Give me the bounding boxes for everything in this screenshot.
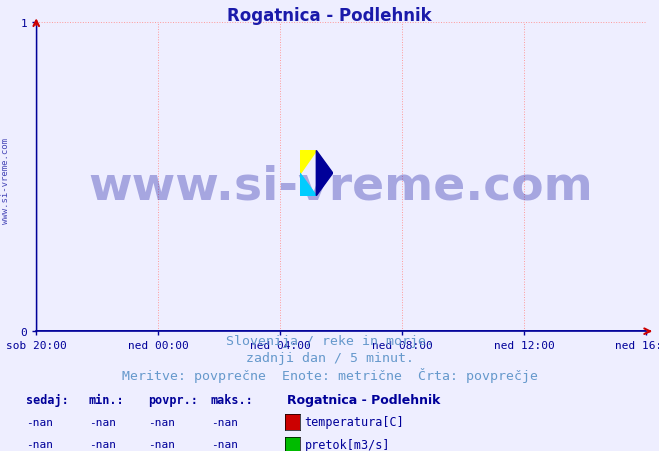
Text: www.si-vreme.com: www.si-vreme.com (1, 138, 10, 223)
Text: -nan: -nan (26, 417, 53, 427)
Text: zadnji dan / 5 minut.: zadnji dan / 5 minut. (246, 351, 413, 364)
Text: Rogatnica - Podlehnik: Rogatnica - Podlehnik (227, 7, 432, 25)
Text: -nan: -nan (148, 439, 175, 449)
Text: -nan: -nan (211, 439, 238, 449)
Text: -nan: -nan (89, 439, 116, 449)
Text: www.si-vreme.com: www.si-vreme.com (89, 164, 593, 209)
Text: min.:: min.: (89, 393, 125, 405)
Text: povpr.:: povpr.: (148, 393, 198, 405)
Text: -nan: -nan (211, 417, 238, 427)
Text: Slovenija / reke in morje.: Slovenija / reke in morje. (225, 334, 434, 347)
Text: Rogatnica - Podlehnik: Rogatnica - Podlehnik (287, 393, 440, 405)
Text: -nan: -nan (89, 417, 116, 427)
Text: -nan: -nan (148, 417, 175, 427)
Polygon shape (300, 151, 316, 174)
Text: pretok[m3/s]: pretok[m3/s] (304, 438, 390, 451)
Text: maks.:: maks.: (211, 393, 254, 405)
Polygon shape (316, 151, 333, 196)
Text: Meritve: povprečne  Enote: metrične  Črta: povprečje: Meritve: povprečne Enote: metrične Črta:… (121, 367, 538, 382)
Text: sedaj:: sedaj: (26, 393, 69, 405)
Polygon shape (300, 174, 316, 196)
Text: -nan: -nan (26, 439, 53, 449)
Text: temperatura[C]: temperatura[C] (304, 415, 404, 428)
